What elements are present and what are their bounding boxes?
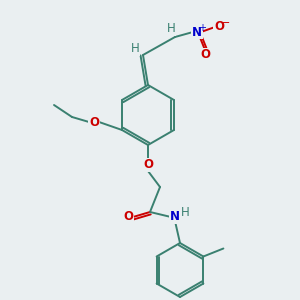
Text: H: H — [167, 22, 176, 35]
Text: N: N — [170, 211, 180, 224]
Text: +: + — [198, 23, 206, 33]
Text: H: H — [181, 206, 189, 218]
Text: H: H — [130, 43, 140, 56]
Text: O: O — [200, 49, 210, 62]
Text: N: N — [192, 26, 202, 38]
Text: O: O — [214, 20, 224, 34]
Text: O: O — [143, 158, 153, 172]
Text: −: − — [221, 18, 231, 28]
Text: O: O — [89, 116, 99, 128]
Text: O: O — [123, 211, 133, 224]
